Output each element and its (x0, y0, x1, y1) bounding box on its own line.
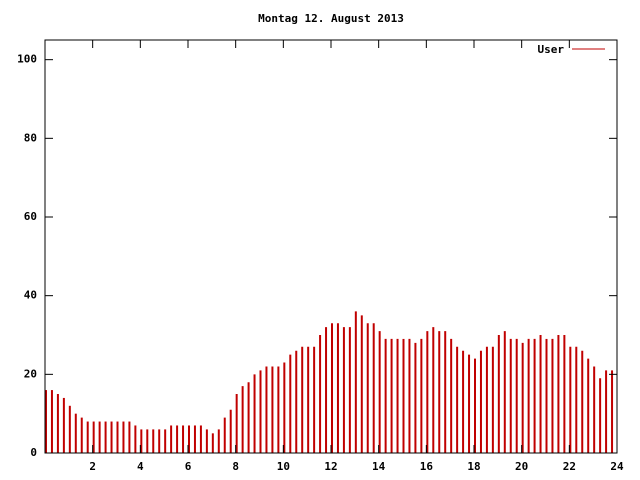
y-tick-label: 60 (24, 210, 37, 223)
x-tick-label: 12 (324, 460, 337, 473)
legend-label: User (538, 43, 565, 56)
y-tick-label: 100 (17, 53, 37, 66)
x-tick-label: 4 (137, 460, 144, 473)
x-tick-label: 10 (277, 460, 290, 473)
x-tick-label: 22 (563, 460, 576, 473)
x-tick-label: 18 (467, 460, 480, 473)
x-tick-label: 20 (515, 460, 528, 473)
y-tick-label: 80 (24, 131, 37, 144)
x-tick-label: 16 (420, 460, 434, 473)
x-tick-label: 6 (185, 460, 192, 473)
x-tick-label: 8 (232, 460, 239, 473)
chart-title: Montag 12. August 2013 (258, 12, 404, 25)
y-tick-label: 20 (24, 367, 37, 380)
x-tick-label: 2 (89, 460, 96, 473)
y-tick-label: 0 (30, 446, 37, 459)
x-tick-label: 14 (372, 460, 386, 473)
x-tick-label: 24 (610, 460, 624, 473)
y-tick-label: 40 (24, 289, 37, 302)
